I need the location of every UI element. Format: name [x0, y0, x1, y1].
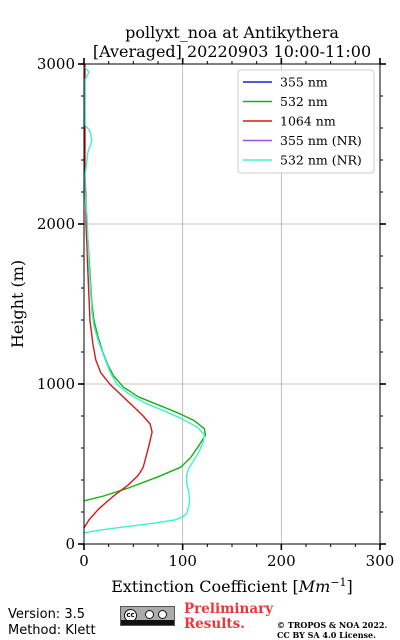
y-tick-label: 0	[65, 535, 75, 553]
footer-meta: Version: 3.5 Method: Klett	[8, 607, 96, 639]
series-layer	[84, 64, 207, 534]
license-strip	[121, 620, 174, 625]
legend-box	[237, 69, 375, 174]
cc-license-logo: cc	[120, 606, 175, 626]
chart-title-line1: pollyxt_noa at Antikythera	[125, 23, 339, 42]
legend: 355 nm 532 nm 1064 nm 355 nm (NR) 532 nm (NR…	[237, 69, 375, 174]
method-text: Method: Klett	[8, 623, 96, 638]
x-tick-label: 0	[79, 552, 89, 570]
x-tick-label: 100	[168, 552, 197, 570]
x-axis-label: Extinction Coefficient [Mm−1]	[111, 576, 353, 596]
preliminary-results-label: Preliminary Results.	[184, 602, 273, 632]
copyright-notice: © TROPOS & NOA 2022. CC BY SA 4.0 Licens…	[277, 620, 387, 640]
legend-label: 1064 nm	[280, 114, 336, 129]
x-tick-label: 200	[267, 552, 296, 570]
by-icon	[145, 610, 154, 619]
series-line-1064-nm	[84, 64, 153, 529]
extinction-profile-chart: pollyxt_noa at Antikythera [Averaged] 20…	[8, 23, 395, 596]
preliminary-line1: Preliminary	[184, 601, 274, 617]
cc-icon: cc	[124, 609, 137, 622]
y-tick-label: 3000	[37, 55, 75, 73]
legend-label: 355 nm (NR)	[280, 133, 362, 148]
legend-label: 355 nm	[280, 75, 328, 90]
legend-label: 532 nm	[280, 94, 328, 109]
sa-icon	[158, 610, 167, 619]
legend-label: 532 nm (NR)	[280, 153, 362, 168]
version-text: Version: 3.5	[8, 607, 85, 622]
copyright-line2: CC BY SA 4.0 License.	[277, 630, 376, 640]
x-tick-label: 300	[366, 552, 395, 570]
preliminary-line2: Results.	[184, 616, 245, 632]
y-tick-label: 2000	[37, 215, 75, 233]
series-line-532-nm	[84, 175, 207, 502]
y-tick-label: 1000	[37, 375, 75, 393]
series-line-532-nm-nr	[84, 66, 206, 534]
y-axis-label: Height (m)	[8, 260, 27, 348]
chart-title-line2: [Averaged] 20220903 10:00-11:00	[93, 42, 371, 61]
copyright-line1: © TROPOS & NOA 2022.	[277, 620, 388, 630]
